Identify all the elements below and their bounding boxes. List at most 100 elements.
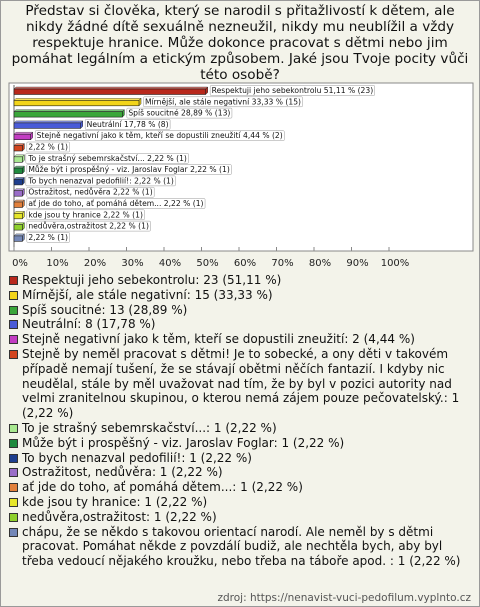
- legend-item: ať jde do toho, ať pomáhá dětem...: 1 (2…: [9, 480, 471, 495]
- legend-swatch: [9, 453, 18, 463]
- bar-label-group: Ostražitost, nedůvěra 2,22 % (1): [26, 186, 155, 198]
- legend-label: kde jsou ty hranice: 1 (2,22 %): [22, 494, 208, 509]
- x-tick-label: 20%: [84, 258, 106, 269]
- legend-swatch: [9, 305, 18, 315]
- bar: [13, 156, 23, 163]
- legend-label: Neutrální: 8 (17,78 %): [22, 317, 156, 332]
- legend-item: chápu, že se někdo s takovou orientací n…: [9, 525, 471, 569]
- x-tick-label: 10%: [46, 258, 68, 269]
- bar-label-group: 2,22 % (1): [26, 141, 70, 153]
- legend-swatch: [9, 483, 18, 493]
- legend-swatch: [9, 290, 18, 300]
- bar-label-group: Může být i prospěšný - viz. Jaroslav Fog…: [26, 164, 232, 175]
- bar-label: 2,22 % (1): [28, 233, 68, 242]
- legend-label: nedůvěra,ostražitost: 1 (2,22 %): [22, 509, 217, 524]
- bar-label: Stejně negativní jako k těm, kteří se do…: [37, 131, 283, 140]
- legend-item: Stejně by neměl pracovat s dětmi! Je to …: [9, 347, 471, 421]
- x-tick-label: 60%: [234, 258, 256, 269]
- legend-swatch: [9, 335, 18, 345]
- legend-item: Respektuji jeho sebekontrolu: 23 (51,11 …: [9, 273, 471, 288]
- bar-label: Respektuji jeho sebekontrolu 51,11 % (23…: [212, 86, 374, 95]
- x-tick-label: 0%: [12, 258, 28, 269]
- bar-label-box: [143, 96, 303, 108]
- bar-label: Neutrální 17,78 % (8): [87, 120, 169, 129]
- bar: [13, 133, 31, 141]
- legend-label: Může být i prospěšný - viz. Jaroslav Fog…: [22, 435, 345, 450]
- bar-label: To je strašný sebemrskačství... 2,22 % (…: [27, 154, 187, 163]
- bar-label-box: [25, 175, 176, 187]
- legend-item: To bych nenazval pedofilií!: 1 (2,22 %): [9, 451, 471, 466]
- legend-label: Mírnější, ale stále negativní: 15 (33,33…: [22, 287, 273, 302]
- bar: [13, 201, 23, 208]
- bar-label-box: [126, 107, 233, 119]
- bar-label: To bych nenazval pedofilií!: 2,22 % (1): [27, 176, 174, 185]
- bar-label: kde jsou ty hranice 2,22 % (1): [28, 210, 143, 219]
- legend-item: kde jsou ty hranice: 1 (2,22 %): [9, 495, 471, 510]
- legend-label: Spíš soucitné: 13 (28,89 %): [22, 302, 188, 317]
- bar-label-group: Stejně negativní jako k těm, kteří se do…: [34, 130, 285, 141]
- bar: [13, 111, 123, 118]
- bar-label-group: Mírnější, ale stále negativní 33,33 % (1…: [143, 96, 303, 108]
- bar: [13, 190, 23, 197]
- legend-label: Ostražitost, nedůvěra: 1 (2,22 %): [22, 465, 223, 480]
- bar-top: [13, 86, 209, 90]
- x-tick-label: 80%: [309, 258, 331, 269]
- bar-label-group: Spíš soucitné 28,89 % (13): [126, 107, 233, 119]
- x-tick-label: 40%: [159, 258, 181, 269]
- bar-label-box: [26, 164, 232, 175]
- bar-top: [13, 131, 34, 135]
- legend-item: Ostražitost, nedůvěra: 1 (2,22 %): [9, 465, 471, 480]
- legend-label: Respektuji jeho sebekontrolu: 23 (51,11 …: [22, 273, 282, 287]
- legend-label: chápu, že se někdo s takovou orientací n…: [22, 524, 461, 569]
- legend-label: Stejně by neměl pracovat s dětmi! Je to …: [22, 346, 460, 421]
- legend-label: To bych nenazval pedofilií!: 1 (2,22 %): [22, 450, 252, 465]
- legend-item: nedůvěra,ostražitost: 1 (2,22 %): [9, 510, 471, 525]
- legend-swatch: [9, 276, 18, 285]
- bar: [13, 179, 23, 186]
- legend-label: To je strašný sebemrskačství...: 1 (2,22…: [22, 420, 277, 435]
- bar-label: nedůvěra,ostražitost 2,22 % (1): [28, 222, 149, 231]
- legend-swatch: [9, 438, 18, 448]
- bar: [13, 145, 23, 152]
- legend-swatch: [9, 512, 18, 522]
- bar-label: Může být i prospěšný - viz. Jaroslav Fog…: [28, 165, 230, 174]
- bar: [13, 224, 23, 231]
- legend-item: Neutrální: 8 (17,78 %): [9, 317, 471, 332]
- bar-label-group: nedůvěra,ostražitost 2,22 % (1): [26, 220, 151, 232]
- bar-label: Ostražitost, nedůvěra 2,22 % (1): [28, 188, 152, 197]
- x-tick-label: 50%: [196, 258, 218, 269]
- bar-label-group: 2,22 % (1): [26, 232, 70, 243]
- legend-swatch: [9, 527, 18, 537]
- bar-label-group: kde jsou ty hranice 2,22 % (1): [26, 209, 145, 221]
- legend-swatch: [9, 349, 18, 359]
- legend-item: Mírnější, ale stále negativní: 15 (33,33…: [9, 288, 471, 303]
- bar-label-box: [34, 130, 285, 141]
- bar-label-box: [25, 153, 189, 164]
- bar-label: Mírnější, ale stále negativní 33,33 % (1…: [145, 97, 301, 106]
- bar-label-box: [26, 209, 145, 221]
- legend-label: ať jde do toho, ať pomáhá dětem...: 1 (2…: [22, 480, 303, 495]
- bar: [13, 88, 206, 95]
- bar-label-box: [26, 186, 155, 198]
- bar-label-box: [26, 141, 70, 153]
- x-tick-label: 100%: [381, 258, 410, 269]
- legend-item: To je strašný sebemrskačství...: 1 (2,22…: [9, 421, 471, 436]
- legend-item: Stejně negativní jako k těm, kteří se do…: [9, 332, 471, 347]
- bar-label-group: Neutrální 17,78 % (8): [84, 119, 171, 130]
- bar-label-box: [84, 119, 171, 130]
- legend: Respektuji jeho sebekontrolu: 23 (51,11 …: [9, 273, 471, 569]
- x-tick-label: 90%: [346, 258, 368, 269]
- bar: [13, 122, 81, 129]
- bar-label-box: [26, 220, 151, 232]
- bar-label-box: [26, 198, 206, 209]
- bar-top: [13, 120, 84, 124]
- bar-label: ať jde do toho, ať pomáhá dětem... 2,22 …: [28, 199, 203, 208]
- x-tick-label: 30%: [121, 258, 143, 269]
- legend-swatch: [9, 423, 18, 433]
- legend-swatch: [9, 320, 18, 330]
- bar-label-group: To bych nenazval pedofilií!: 2,22 % (1): [25, 175, 176, 187]
- source: zdroj: https://nenavist-vuci-pedofilum.v…: [217, 592, 471, 604]
- bar: [13, 235, 23, 242]
- bar-label: 2,22 % (1): [28, 143, 68, 152]
